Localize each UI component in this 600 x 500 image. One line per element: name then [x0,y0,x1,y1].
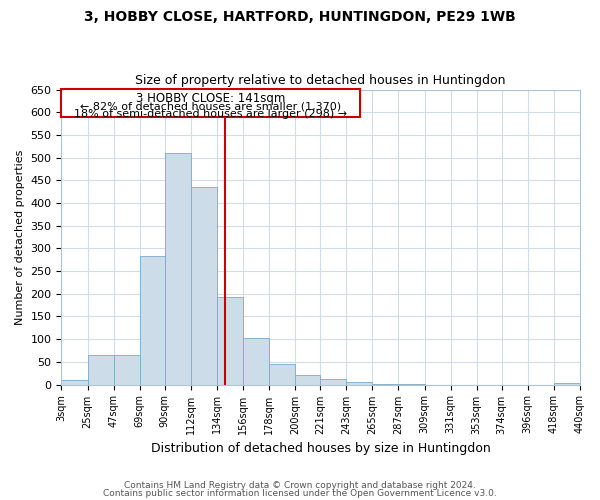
Bar [191,187,217,384]
Text: ← 82% of detached houses are smaller (1,370): ← 82% of detached houses are smaller (1,… [80,102,341,112]
X-axis label: Distribution of detached houses by size in Huntingdon: Distribution of detached houses by size … [151,442,491,455]
Text: Contains HM Land Registry data © Crown copyright and database right 2024.: Contains HM Land Registry data © Crown c… [124,481,476,490]
Text: Contains public sector information licensed under the Open Government Licence v3: Contains public sector information licen… [103,488,497,498]
Bar [320,378,346,384]
Text: 3 HOBBY CLOSE: 141sqm: 3 HOBBY CLOSE: 141sqm [136,92,286,106]
Title: Size of property relative to detached houses in Huntingdon: Size of property relative to detached ho… [136,74,506,87]
Bar [269,364,295,384]
Text: 3, HOBBY CLOSE, HARTFORD, HUNTINGDON, PE29 1WB: 3, HOBBY CLOSE, HARTFORD, HUNTINGDON, PE… [84,10,516,24]
Bar [217,298,243,384]
Bar [554,383,580,384]
Bar [243,338,269,384]
Y-axis label: Number of detached properties: Number of detached properties [15,150,25,325]
Bar [164,153,191,384]
Bar [140,256,164,384]
Bar [113,355,140,384]
Bar [346,382,373,384]
Text: 18% of semi-detached houses are larger (298) →: 18% of semi-detached houses are larger (… [74,109,347,119]
Bar [61,380,88,384]
Bar [88,355,113,384]
Bar [61,88,361,117]
Bar [295,376,320,384]
